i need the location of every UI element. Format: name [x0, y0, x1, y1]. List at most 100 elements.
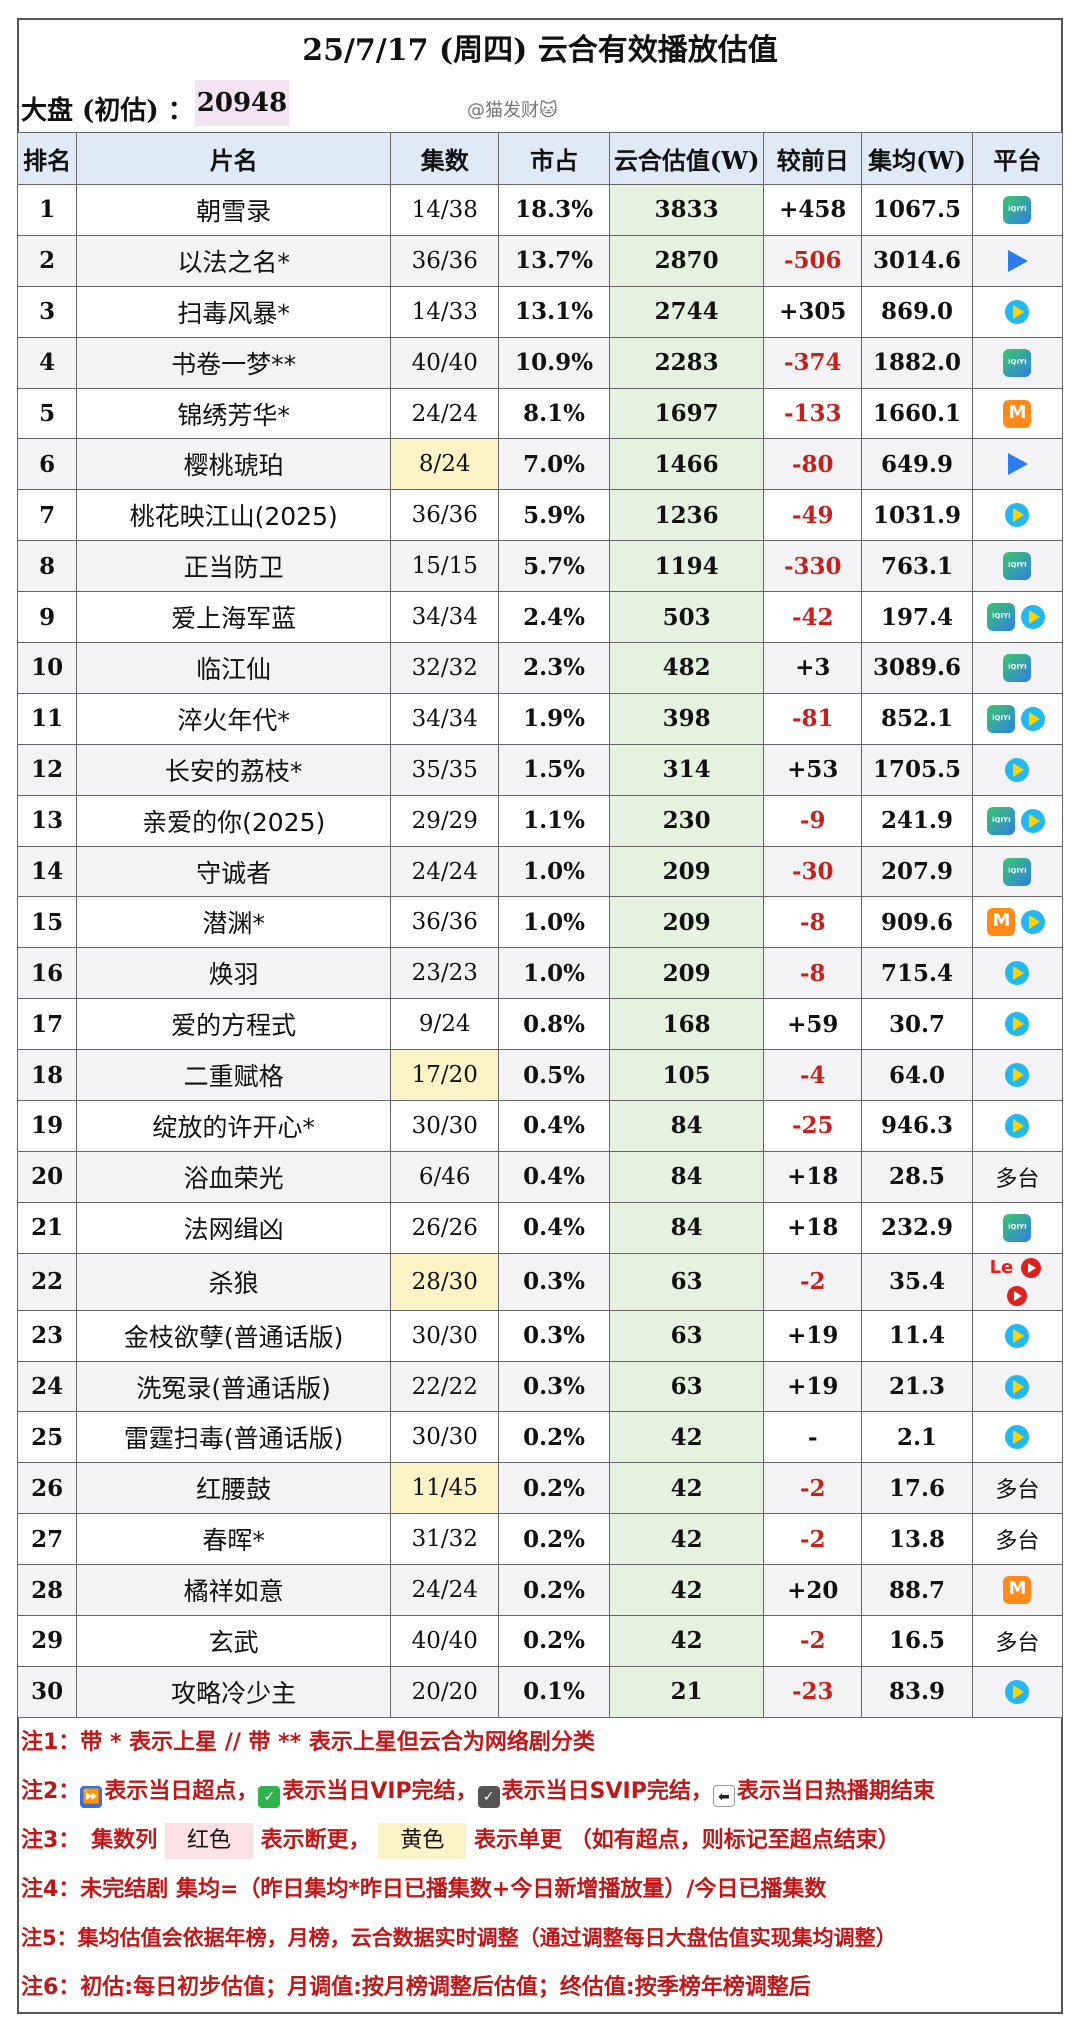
average-cell: 869.0: [861, 285, 973, 338]
rank-cell: 24: [16, 1360, 78, 1413]
average-cell: 3089.6: [861, 642, 973, 694]
table-row: 19 绽放的许开心* 30/30 0.4% 84 -25 946.3: [16, 1100, 1064, 1152]
rank-cell: 22: [16, 1252, 78, 1311]
note-4: 注4：未完结剧 集均=（昨日集均*昨日已播集数+今日新增播放量）/今日已播集数: [21, 1876, 827, 1902]
average-cell: 241.9: [861, 794, 973, 847]
title-cell: 正当防卫: [76, 540, 392, 593]
platform-cell: [971, 794, 1064, 847]
summary-row: 大盘 (初估) ： 20948 @猫发财🐱: [17, 80, 1063, 132]
rank-cell: 30: [16, 1665, 78, 1718]
average-cell: 83.9: [861, 1665, 973, 1718]
average-cell: 207.9: [861, 845, 973, 898]
episodes-cell: 40/40: [390, 336, 500, 389]
share-cell: 0.5%: [498, 1049, 610, 1102]
svip-complete-icon: ✓: [477, 1785, 500, 1808]
platform-cell: [971, 998, 1064, 1051]
estimate-cell: 42: [608, 1462, 765, 1515]
change-cell: -49: [763, 489, 863, 542]
episodes-cell: 17/20: [390, 1049, 500, 1102]
rank-cell: 3: [16, 285, 78, 338]
title-cell: 红腰鼓: [76, 1462, 392, 1515]
episodes-cell: 20/20: [390, 1665, 500, 1718]
rank-cell: 28: [16, 1564, 78, 1617]
episodes-cell: 36/36: [390, 489, 500, 542]
rank-cell: 21: [16, 1201, 78, 1254]
platform-cell: [971, 489, 1064, 542]
rank-cell: 26: [16, 1462, 78, 1515]
change-cell: +19: [763, 1309, 863, 1362]
episodes-cell: 28/30: [390, 1252, 500, 1311]
title-cell: 洗冤录(普通话版): [76, 1360, 392, 1413]
episodes-cell: 30/30: [390, 1411, 500, 1464]
header-change: 较前日: [763, 132, 863, 185]
table-row: 29 玄武 40/40 0.2% 42 -2 16.5 多台: [16, 1615, 1064, 1667]
change-cell: +305: [763, 285, 863, 338]
estimate-cell: 1466: [608, 438, 765, 491]
tencent-video-icon: [1003, 1423, 1031, 1451]
iqiyi-icon: [987, 806, 1016, 835]
share-cell: 0.4%: [498, 1100, 610, 1152]
share-cell: 2.4%: [498, 591, 610, 644]
average-cell: 35.4: [861, 1252, 973, 1311]
title-cell: 亲爱的你(2025): [76, 794, 392, 847]
average-cell: 11.4: [861, 1309, 973, 1362]
share-cell: 0.8%: [498, 998, 610, 1051]
iqiyi-icon: [987, 704, 1016, 733]
estimate-cell: 209: [608, 947, 765, 1000]
table-row: 5 锦绣芳华* 24/24 8.1% 1697 -133 1660.1: [16, 387, 1064, 440]
table-row: 3 扫毒风暴* 14/33 13.1% 2744 +305 869.0: [16, 285, 1064, 338]
platform-text: 多台: [995, 1166, 1040, 1192]
note-1: 注1：带 * 表示上星 // 带 ** 表示上星但云合为网络剧分类: [21, 1729, 595, 1755]
note-2-c: 表示当日SVIP完结，: [501, 1778, 713, 1804]
change-cell: -4: [763, 1049, 863, 1102]
average-cell: 852.1: [861, 692, 973, 745]
header-average: 集均(W): [861, 132, 973, 185]
rank-cell: 15: [16, 896, 78, 949]
table-row: 18 二重赋格 17/20 0.5% 105 -4 64.0: [16, 1049, 1064, 1102]
share-cell: 0.2%: [498, 1513, 610, 1566]
share-cell: 2.3%: [498, 642, 610, 694]
rank-cell: 8: [16, 540, 78, 593]
platform-cell: 多台: [971, 1462, 1064, 1515]
vip-complete-icon: ✓: [258, 1785, 281, 1808]
platform-cell: [971, 1411, 1064, 1464]
title-cell: 攻略冷少主: [76, 1665, 392, 1718]
end-icon: ⬅: [712, 1784, 735, 1807]
tencent-video-icon: [1019, 603, 1047, 631]
share-cell: 1.0%: [498, 896, 610, 949]
note-3: 注3： 集数列 红色 表示断更， 黄色 表示单更 （如有超点，则标记至超点结束）: [19, 1816, 1061, 1865]
title-cell: 二重赋格: [76, 1049, 392, 1102]
tencent-video-icon: [1019, 705, 1047, 733]
estimate-cell: 84: [608, 1201, 765, 1254]
change-cell: -2: [763, 1615, 863, 1667]
estimate-cell: 314: [608, 743, 765, 796]
title-cell: 樱桃琥珀: [76, 438, 392, 491]
estimate-cell: 63: [608, 1252, 765, 1311]
table-row: 15 潜渊* 36/36 1.0% 209 -8 909.6: [16, 896, 1064, 949]
rank-cell: 23: [16, 1309, 78, 1362]
platform-cell: [971, 896, 1064, 949]
platform-cell: Le: [971, 1252, 1064, 1311]
episodes-cell: 23/23: [390, 947, 500, 1000]
estimate-cell: 209: [608, 896, 765, 949]
estimate-cell: 482: [608, 642, 765, 694]
title-cell: 临江仙: [76, 642, 392, 694]
estimate-cell: 2283: [608, 336, 765, 389]
table-row: 4 书卷一梦** 40/40 10.9% 2283 -374 1882.0: [16, 336, 1064, 389]
title-cell: 扫毒风暴*: [76, 285, 392, 338]
estimate-cell: 1236: [608, 489, 765, 542]
change-cell: -25: [763, 1100, 863, 1152]
episodes-cell: 32/32: [390, 642, 500, 694]
estimate-cell: 503: [608, 591, 765, 644]
rank-cell: 14: [16, 845, 78, 898]
platform-text: 多台: [995, 1529, 1040, 1555]
note-2-prefix: 注2：: [21, 1778, 81, 1804]
table-row: 7 桃花映江山(2025) 36/36 5.9% 1236 -49 1031.9: [16, 489, 1064, 542]
red-swatch: 红色: [164, 1822, 253, 1859]
average-cell: 2.1: [861, 1411, 973, 1464]
share-cell: 13.7%: [498, 234, 610, 287]
platform-text: 多台: [995, 1478, 1040, 1504]
rank-cell: 5: [16, 387, 78, 440]
share-cell: 10.9%: [498, 336, 610, 389]
share-cell: 0.2%: [498, 1564, 610, 1617]
